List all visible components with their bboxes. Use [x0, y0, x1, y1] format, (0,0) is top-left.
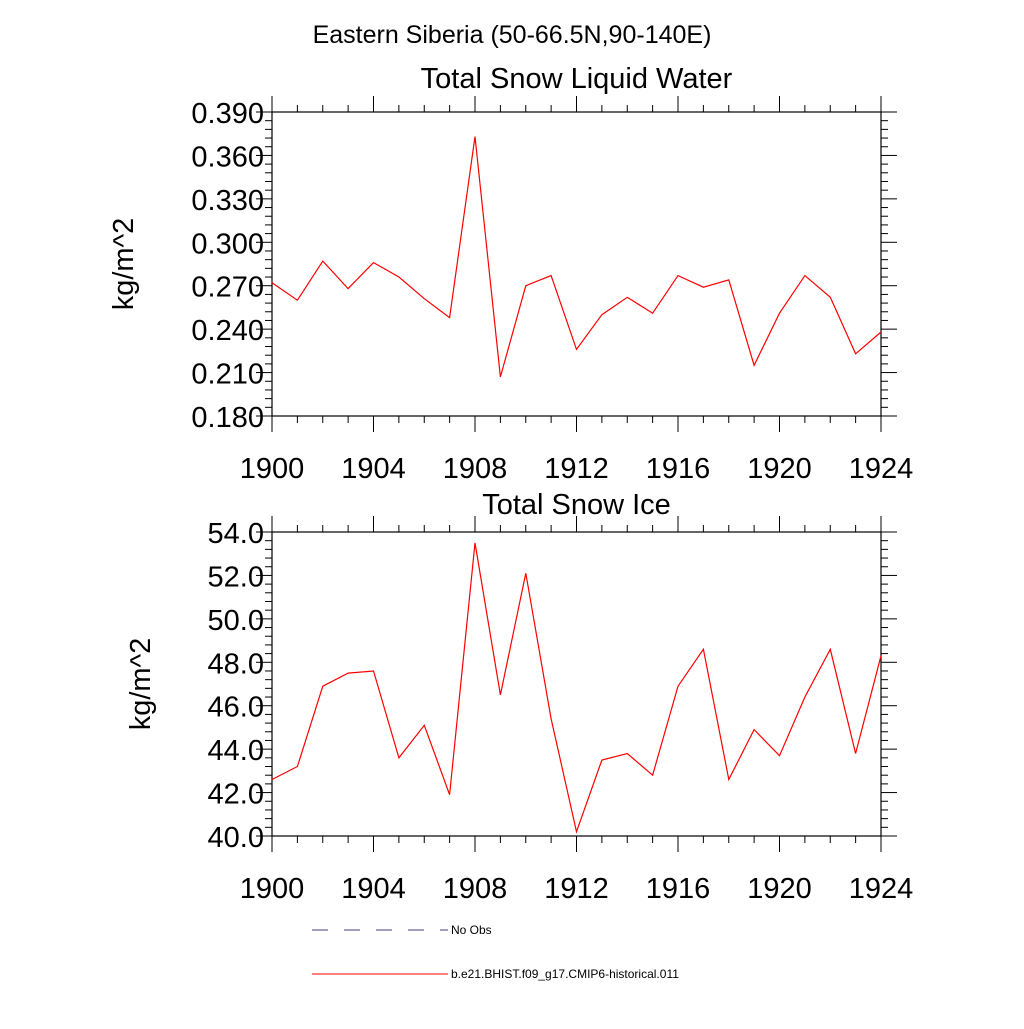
x-tick-label: 1908 [443, 453, 508, 485]
x-tick-label: 1916 [646, 873, 711, 905]
y-tick-label: 54.0 [208, 518, 264, 550]
legend: No Obs b.e21.BHIST.f09_g17.CMIP6-histori… [312, 923, 679, 981]
y-tick-label: 42.0 [208, 779, 264, 811]
legend-model-label: b.e21.BHIST.f09_g17.CMIP6-historical.011 [451, 967, 679, 981]
x-tick-label: 1904 [341, 453, 406, 485]
x-tick-label: 1908 [443, 873, 508, 905]
plot-frame [271, 111, 882, 417]
x-tick-label: 1924 [849, 453, 914, 485]
chart-title: Total Snow Ice [482, 489, 671, 521]
y-tick-label: 44.0 [208, 735, 264, 767]
y-tick-label: 46.0 [208, 692, 264, 724]
y-tick-label: 40.0 [208, 822, 264, 854]
chart-title: Total Snow Liquid Water [421, 63, 733, 95]
x-tick-label: 1920 [747, 873, 812, 905]
y-tick-label: 52.0 [208, 561, 264, 593]
y-axis-label: kg/m^2 [125, 638, 157, 731]
y-tick-label: 48.0 [208, 648, 264, 680]
x-tick-label: 1912 [544, 453, 609, 485]
panel-snow-ice: Total Snow Ice kg/m^2 1900 1904 1908 1912 1916… [125, 489, 913, 905]
figure-suptitle: Eastern Siberia (50-66.5N,90-140E) [313, 21, 712, 49]
x-tick-label: 1904 [341, 873, 406, 905]
panel-snow-liquid-water: Total Snow Liquid Water kg/m^2 1900 1904 190… [108, 63, 913, 485]
y-tick-label: 0.180 [191, 402, 264, 434]
y-tick-label: 0.300 [191, 228, 264, 260]
x-tick-label: 1920 [747, 453, 812, 485]
plot-frame [271, 531, 882, 837]
y-tick-label: 0.360 [191, 141, 264, 173]
x-tick-label: 1912 [544, 873, 609, 905]
series-line [271, 542, 882, 834]
y-tick-label: 0.390 [191, 98, 264, 130]
x-tick-label: 1916 [646, 453, 711, 485]
x-tick-label: 1924 [849, 873, 914, 905]
y-tick-label: 0.270 [191, 272, 264, 304]
y-tick-label: 0.240 [191, 315, 264, 347]
series-line [271, 136, 882, 378]
x-tick-label: 1900 [240, 873, 305, 905]
y-tick-label: 50.0 [208, 605, 264, 637]
y-tick-label: 0.210 [191, 359, 264, 391]
y-axis-label: kg/m^2 [108, 218, 140, 311]
y-tick-label: 0.330 [191, 185, 264, 217]
legend-no-obs-label: No Obs [451, 923, 492, 937]
x-tick-label: 1900 [240, 453, 305, 485]
